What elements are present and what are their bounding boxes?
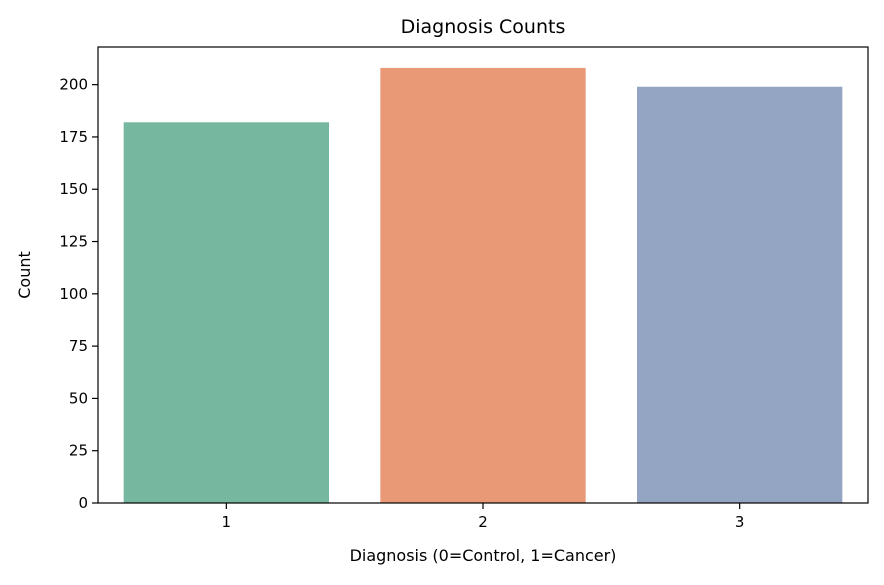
x-tick-label-3: 3 [735, 513, 745, 531]
y-tick-label-200: 200 [59, 76, 88, 94]
y-tick-label-150: 150 [59, 180, 88, 198]
x-axis-label: Diagnosis (0=Control, 1=Cancer) [350, 546, 617, 565]
chart-title: Diagnosis Counts [401, 16, 566, 38]
plot-frame [97, 46, 869, 504]
bar-3 [637, 86, 843, 504]
y-tick-label-50: 50 [69, 389, 88, 407]
y-tick-label-100: 100 [59, 285, 88, 303]
y-axis: 0 25 50 75 100 125 150 175 200 [59, 76, 98, 512]
y-tick-label-25: 25 [69, 442, 88, 460]
x-tick-label-1: 1 [222, 513, 232, 531]
y-tick-label-175: 175 [59, 128, 88, 146]
x-tick-label-2: 2 [478, 513, 488, 531]
y-tick-label-125: 125 [59, 233, 88, 251]
y-tick-label-75: 75 [69, 337, 88, 355]
bars-group [123, 67, 843, 504]
bar-2 [380, 67, 586, 504]
x-axis: 1 2 3 [222, 503, 745, 531]
bar-1 [123, 122, 330, 504]
y-axis-label: Count [15, 251, 34, 299]
y-tick-label-0: 0 [78, 494, 88, 512]
